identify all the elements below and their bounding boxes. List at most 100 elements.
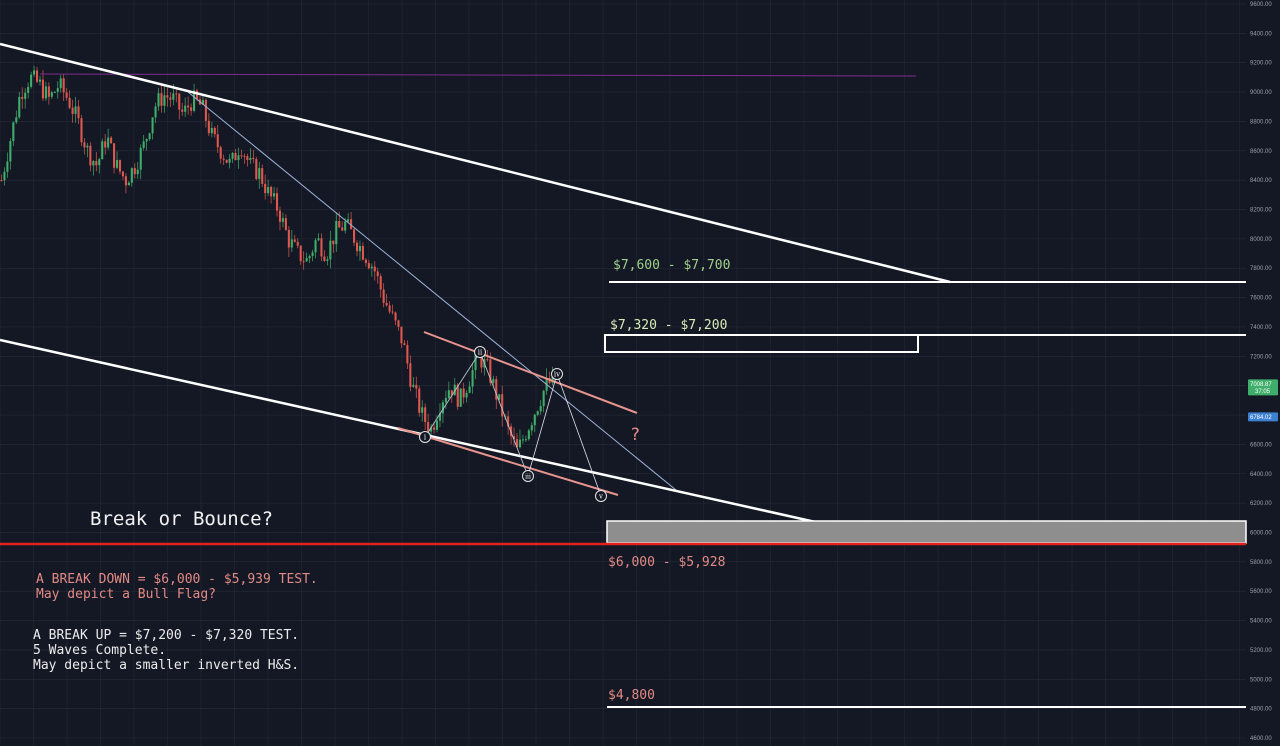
candle-body xyxy=(412,384,415,387)
candle-body xyxy=(358,245,362,252)
level-4800-label: $4,800 xyxy=(608,688,655,703)
candle-body xyxy=(394,312,397,321)
candle-body xyxy=(33,70,36,75)
candle-body xyxy=(41,79,44,99)
candle-body xyxy=(308,256,311,259)
price-tick-label: 9000.00 xyxy=(1250,90,1272,96)
candle-body xyxy=(518,439,522,448)
wave-label-circle xyxy=(474,346,486,358)
wave-label-circle xyxy=(419,431,431,443)
price-tick-label: 8600.00 xyxy=(1250,149,1272,155)
candle-body xyxy=(110,137,113,144)
candle-body xyxy=(154,106,157,118)
price-tick-label: 7600.00 xyxy=(1250,296,1272,302)
candle-body xyxy=(471,370,474,387)
price-tick-label: 8800.00 xyxy=(1250,119,1272,125)
candle-body xyxy=(86,145,89,148)
price-badge-label: 7008.87 xyxy=(1250,382,1272,388)
candle-body xyxy=(376,271,379,277)
candle-body xyxy=(101,141,104,160)
price-tick-label: 6400.00 xyxy=(1250,472,1272,478)
candle-body xyxy=(427,421,430,432)
candle-body xyxy=(56,88,59,92)
candle-body xyxy=(385,302,388,306)
candle-body xyxy=(379,276,382,290)
candle-body xyxy=(314,240,317,253)
candle-body xyxy=(207,120,210,134)
candle-body xyxy=(430,427,433,432)
candle-body xyxy=(195,90,199,100)
candle-body xyxy=(47,86,50,97)
channel-upper-line xyxy=(423,331,638,414)
upper-trendline xyxy=(0,42,951,284)
candle-body xyxy=(148,133,151,140)
candle-body xyxy=(130,168,133,183)
candle-body xyxy=(74,106,77,114)
candle-body xyxy=(219,147,222,159)
price-badge-timer: 37:05 xyxy=(1255,389,1271,395)
candle-body xyxy=(270,186,273,197)
candle-body xyxy=(415,384,418,389)
candle-body xyxy=(124,176,127,186)
candle-body xyxy=(456,384,459,407)
candle-body xyxy=(24,92,27,99)
price-axis-panel xyxy=(1246,0,1280,746)
price-tick-label: 8200.00 xyxy=(1250,208,1272,214)
candle-body xyxy=(459,388,462,407)
candle-body xyxy=(59,78,62,89)
candle-body xyxy=(3,171,6,181)
candle-body xyxy=(12,122,15,142)
candle-body xyxy=(311,252,314,257)
candle-body xyxy=(347,219,350,222)
candle-body xyxy=(228,158,231,163)
price-tick-label: 5800.00 xyxy=(1250,560,1272,566)
candle-body xyxy=(513,436,516,440)
candle-body xyxy=(450,390,453,396)
candle-body xyxy=(261,168,264,184)
candle-body xyxy=(6,161,9,172)
candle-body xyxy=(210,128,213,134)
candle-body xyxy=(290,239,293,248)
wave-label-i: i xyxy=(424,434,427,442)
candle-body xyxy=(169,97,172,100)
candle-body xyxy=(172,93,175,100)
candle-body xyxy=(139,147,142,170)
candle-body xyxy=(216,134,219,148)
candle-body xyxy=(335,221,338,245)
candle-body xyxy=(204,99,207,121)
candle-body xyxy=(243,155,246,157)
candle-body xyxy=(267,186,270,194)
candle-body xyxy=(237,155,240,161)
price-tick-label: 7400.00 xyxy=(1250,325,1272,331)
price-tick-label: 5000.00 xyxy=(1250,677,1272,683)
candle-body xyxy=(388,305,391,312)
candle-body xyxy=(498,394,501,400)
level-6000-5928-box xyxy=(606,520,1247,544)
candle-body xyxy=(258,168,261,179)
candle-body xyxy=(249,157,252,160)
price-tick-label: 9400.00 xyxy=(1250,31,1272,37)
candle-body xyxy=(181,109,184,112)
price-badge xyxy=(1248,379,1278,396)
wave-label-v: v xyxy=(598,493,603,501)
candle-body xyxy=(521,439,524,441)
price-axis: 9600.00 9400.00 9200.00 9000.00 8800.00 8600.… xyxy=(1246,0,1280,746)
candle-body xyxy=(326,259,329,261)
candle-body xyxy=(166,95,169,98)
candle-body xyxy=(370,266,373,269)
candle-body xyxy=(530,425,533,431)
candle-body xyxy=(151,117,154,134)
candle-body xyxy=(246,156,249,160)
candle-body xyxy=(193,90,196,111)
candle-body xyxy=(364,259,367,264)
candle-body xyxy=(98,159,101,166)
candle-body xyxy=(409,363,412,387)
price-tick-label: 4800.00 xyxy=(1250,707,1272,713)
candle-body xyxy=(65,92,68,98)
price-tick-label: 9200.00 xyxy=(1250,61,1272,67)
candle-body xyxy=(50,92,53,97)
candle-body xyxy=(18,96,21,118)
candle-body xyxy=(89,145,92,166)
wave-label-circle xyxy=(595,490,607,502)
